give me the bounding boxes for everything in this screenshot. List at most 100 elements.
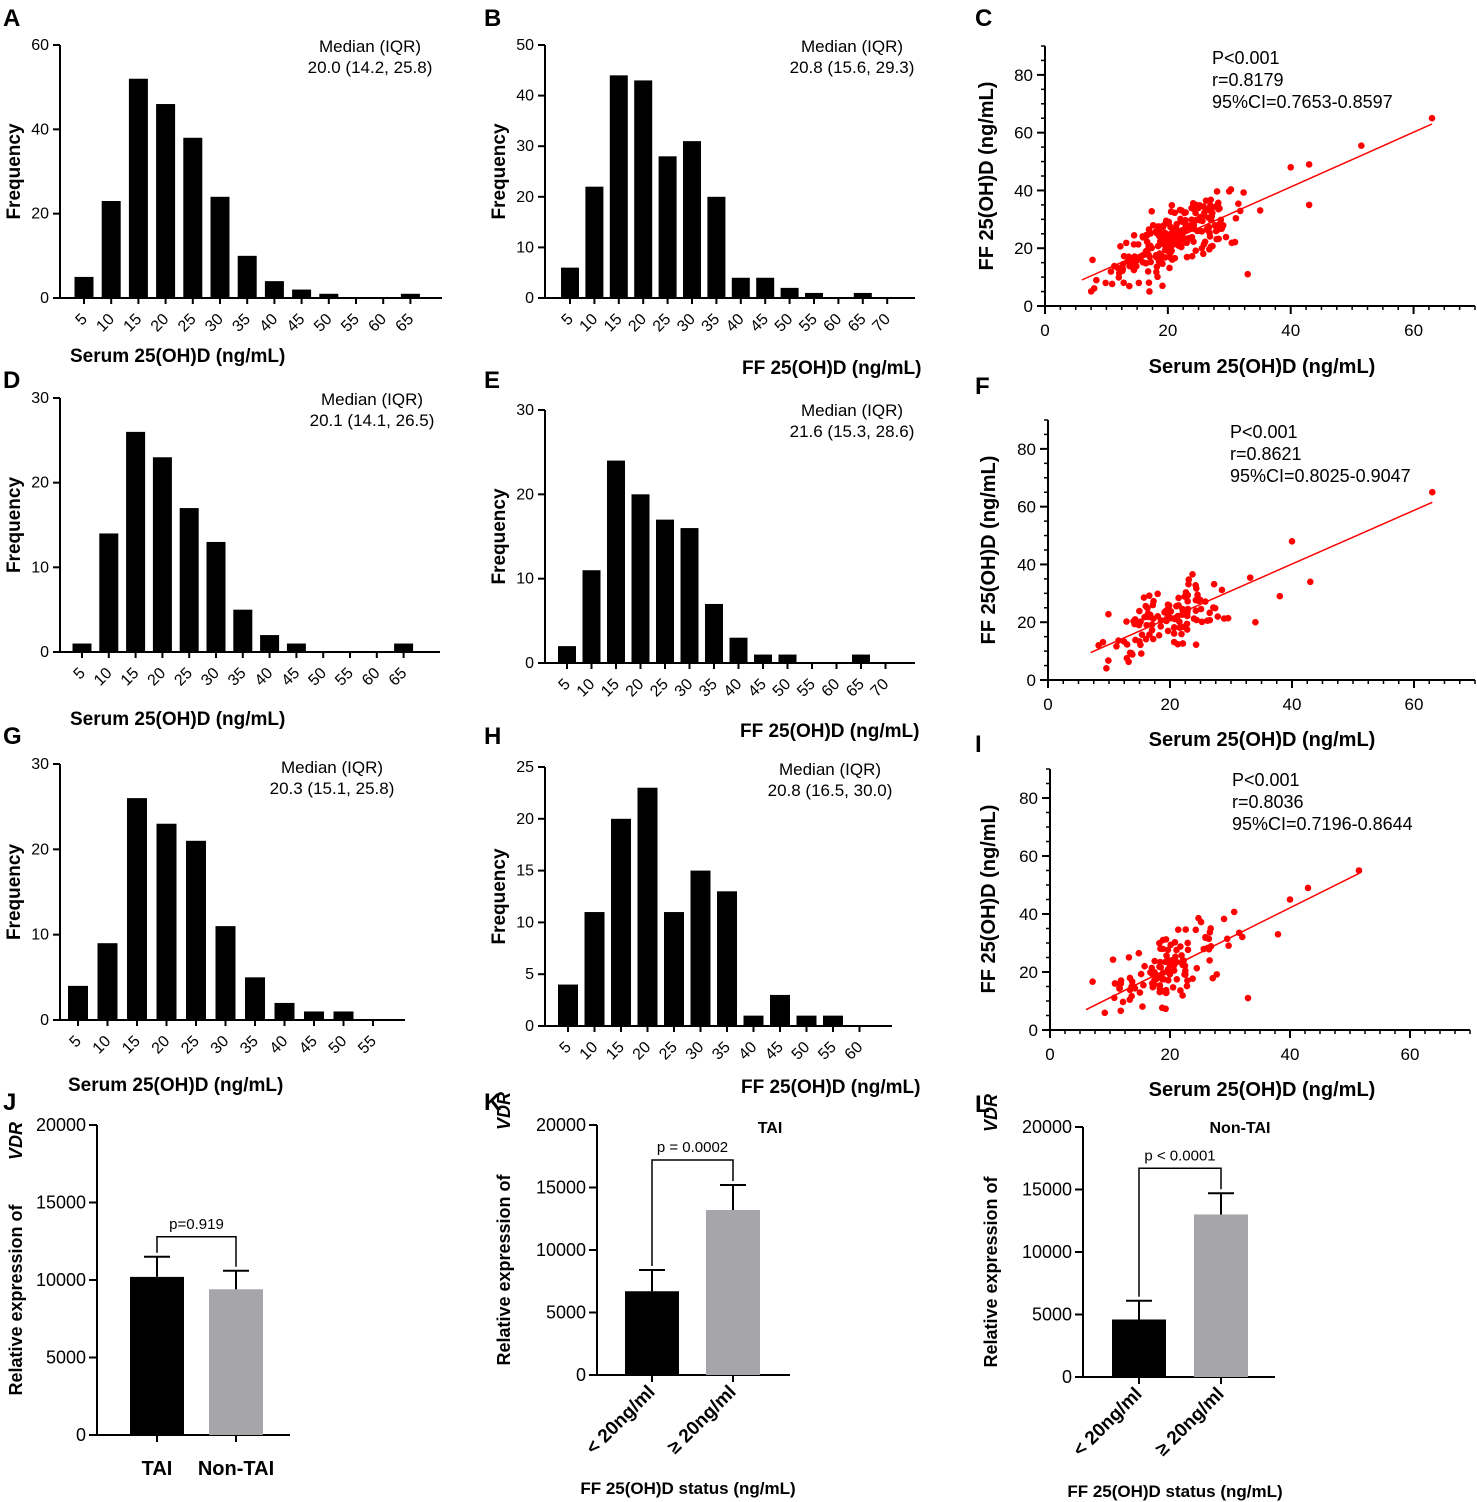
histogram-bar (611, 818, 631, 1026)
correlation-stat: r=0.8621 (1230, 444, 1302, 464)
scatter-point (1223, 935, 1231, 943)
scatter-point (1144, 268, 1152, 275)
scatter-point (1173, 602, 1180, 610)
scatter-point (1148, 621, 1156, 628)
histogram-bar (778, 654, 797, 663)
scatter-point (1168, 201, 1176, 209)
y-axis-gene-name: VDR (494, 1092, 514, 1130)
histogram-bar (631, 494, 650, 663)
scatter-point (1231, 238, 1239, 246)
histogram-bar (690, 870, 711, 1026)
scatter-point (1115, 274, 1123, 281)
y-tick-label: 5 (525, 966, 534, 983)
x-tick-label: 60 (1405, 695, 1424, 714)
scatter-point (1137, 650, 1145, 657)
histogram-bar (683, 141, 701, 298)
median-iqr-value: 20.8 (16.5, 30.0) (768, 781, 893, 800)
scatter-point (1161, 609, 1168, 616)
histogram-bar (101, 201, 121, 298)
x-tick-label: 65 (843, 676, 868, 701)
panel-letter: K (484, 1089, 502, 1116)
scatter-point (1139, 234, 1147, 241)
scatter-point (1111, 980, 1119, 987)
x-tick-label: 35 (229, 311, 254, 336)
scatter-point (1169, 226, 1177, 234)
x-tick-label: 50 (772, 311, 797, 336)
y-tick-label: 20 (1014, 239, 1033, 258)
histogram-bar (286, 643, 306, 652)
scatter-point (1288, 538, 1296, 545)
histogram-bar (680, 528, 699, 663)
panel-J: J 0 5000 10000 15000 20000 TAI Non-TAI p=0.919 Re… (3, 1089, 290, 1480)
scatter-point (1195, 914, 1202, 922)
y-tick-label: 40 (1017, 555, 1036, 574)
x-tick-label: 60 (365, 311, 390, 336)
scatter-point (1286, 896, 1294, 903)
scatter-point (1190, 221, 1198, 229)
scatter-point (1179, 605, 1186, 613)
scatter-point (1192, 607, 1200, 615)
y-tick-label: 80 (1019, 789, 1038, 808)
x-tick-label: 55 (796, 311, 821, 336)
scatter-point (1165, 959, 1173, 967)
scatter-point (1149, 601, 1157, 609)
scatter-point (1181, 623, 1189, 631)
histogram-bar (796, 1015, 817, 1026)
scatter-point (1156, 988, 1164, 996)
histogram-bar (656, 519, 674, 663)
scatter-point (1137, 970, 1145, 978)
histogram-bar (558, 646, 576, 663)
x-tick-label: 10 (574, 676, 599, 701)
x-tick-label: 25 (650, 311, 675, 336)
histogram-bar (582, 570, 601, 663)
x-tick-label: 45 (284, 311, 309, 336)
correlation-stat: P<0.001 (1232, 770, 1300, 790)
histogram-bar (743, 1015, 764, 1026)
y-tick-label: 10 (31, 927, 49, 944)
scatter-point (1109, 956, 1117, 963)
scatter-point (1205, 223, 1213, 231)
x-tick-label: 40 (1281, 321, 1300, 340)
median-iqr-value: 20.3 (15.1, 25.8) (270, 779, 395, 798)
y-tick-label: 20 (1019, 963, 1038, 982)
y-axis-gene-name: VDR (6, 1122, 26, 1160)
scatter-point (1166, 970, 1174, 978)
scatter-point (1244, 994, 1252, 1002)
histogram-bar (664, 912, 684, 1026)
histogram-bar (304, 1011, 324, 1020)
y-tick-label: 30 (516, 138, 534, 155)
scatter-point (1305, 201, 1313, 209)
x-tick-label: 30 (672, 676, 697, 701)
histogram-bar (215, 926, 236, 1020)
y-axis-title: FF 25(OH)D (ng/mL) (978, 805, 1000, 994)
x-tick-label: 30 (198, 665, 223, 690)
x-tick-label: 60 (1404, 321, 1423, 340)
scatter-point (1287, 164, 1295, 171)
histogram-bar (770, 994, 790, 1026)
scatter-point (1136, 989, 1144, 996)
scatter-point (1181, 593, 1188, 600)
y-tick-label: 0 (40, 644, 49, 661)
y-axis-title: FF 25(OH)D (ng/mL) (978, 456, 1000, 645)
x-tick-label: 50 (789, 1039, 814, 1064)
scatter-point (1182, 967, 1189, 975)
regression-line (1090, 501, 1433, 654)
correlation-stat: r=0.8036 (1232, 792, 1304, 812)
scatter-point (1143, 621, 1150, 629)
scatter-point (1195, 597, 1202, 605)
scatter-point (1159, 282, 1166, 290)
panel-letter: F (975, 373, 990, 400)
scatter-point (1145, 226, 1153, 233)
p-value-label: p = 0.0002 (657, 1139, 728, 1156)
scatter-point (1177, 943, 1184, 950)
scatter-point (1142, 249, 1150, 256)
scatter-point (1159, 936, 1167, 944)
scatter-point (1199, 250, 1207, 258)
histogram-bar (152, 457, 172, 652)
scatter-point (1230, 908, 1238, 916)
scatter-point (1101, 1009, 1109, 1017)
y-tick-label: 5000 (546, 1303, 586, 1323)
scatter-point (1135, 279, 1143, 287)
histogram-bar (179, 508, 199, 652)
